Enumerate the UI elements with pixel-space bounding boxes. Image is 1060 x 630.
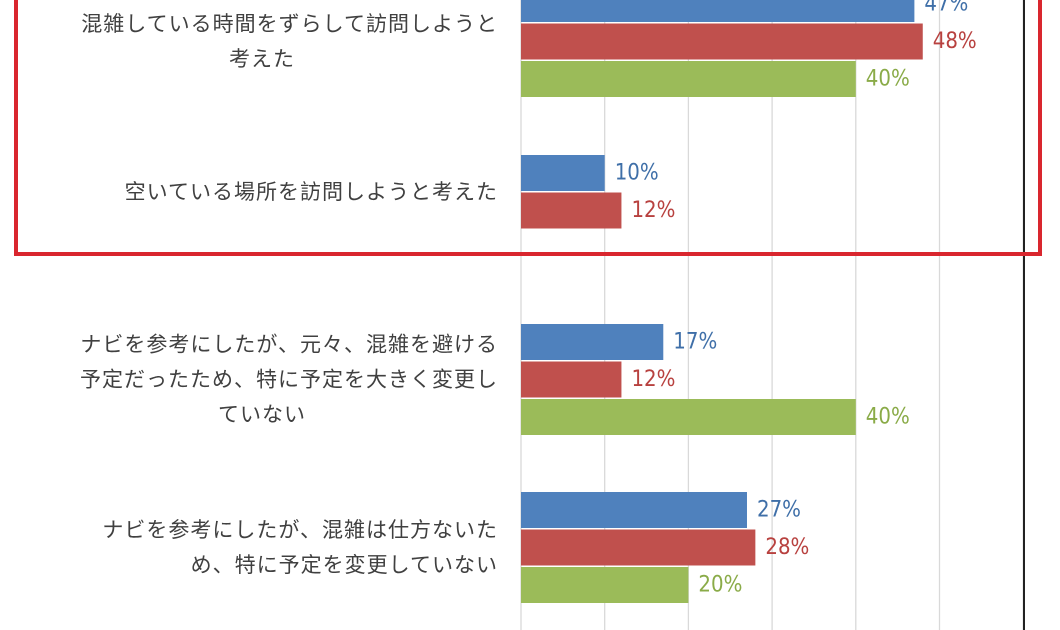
gridlines bbox=[520, 0, 1025, 630]
data-label: 28% bbox=[765, 535, 809, 560]
bar bbox=[521, 567, 689, 603]
data-label: 40% bbox=[866, 67, 910, 92]
bar bbox=[521, 492, 747, 528]
data-label: 17% bbox=[673, 330, 717, 355]
bar bbox=[521, 192, 622, 229]
data-label: 40% bbox=[866, 405, 910, 430]
bar bbox=[521, 529, 756, 566]
bar bbox=[521, 324, 664, 360]
bar bbox=[521, 61, 856, 97]
data-label: 27% bbox=[757, 498, 801, 523]
data-label: 20% bbox=[698, 573, 742, 598]
bar bbox=[521, 23, 923, 60]
data-label: 48% bbox=[933, 29, 977, 54]
highlight-box bbox=[14, 0, 1042, 256]
data-label: 47% bbox=[924, 0, 968, 17]
category-label: め、特に予定を変更していない bbox=[191, 553, 498, 577]
category-label: ナビを参考にしたが、混雑は仕方ないた bbox=[102, 518, 498, 542]
category-label: ナビを参考にしたが、元々、混雑を避ける bbox=[80, 333, 498, 357]
data-label: 10% bbox=[615, 161, 659, 186]
overlay bbox=[14, 0, 1042, 256]
bar bbox=[521, 361, 622, 398]
bar bbox=[521, 399, 856, 435]
category-label: 予定だったため、特に予定を大きく変更し bbox=[80, 368, 498, 392]
category-label: 混雑している時間をずらして訪問しようと bbox=[81, 12, 498, 36]
category-label: 空いている場所を訪問しようと考えた bbox=[125, 180, 498, 204]
bar bbox=[521, 0, 915, 22]
data-label: 12% bbox=[631, 198, 675, 223]
bar bbox=[521, 155, 605, 191]
bars bbox=[521, 0, 923, 603]
category-label: 考えた bbox=[229, 47, 295, 71]
category-label: ていない bbox=[218, 403, 306, 427]
data-label: 12% bbox=[631, 367, 675, 392]
